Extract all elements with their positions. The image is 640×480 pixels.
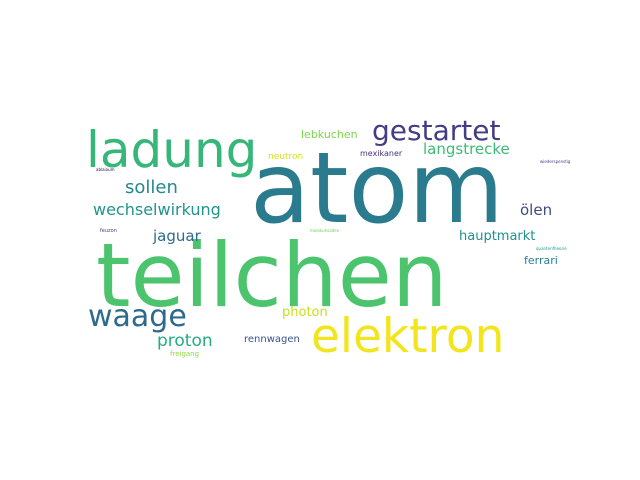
word-elektron: elektron	[311, 309, 505, 364]
word-freigang: freigang	[170, 350, 200, 358]
word-ladung: ladung	[86, 121, 258, 179]
word-rennwagen: rennwagen	[244, 334, 300, 345]
word-neutron: neutron	[268, 152, 304, 162]
word-gestartet: gestartet	[372, 114, 501, 147]
word-waage: waage	[88, 299, 187, 334]
word-feuzon: feuzon	[100, 228, 117, 234]
word-langstrecke: langstrecke	[423, 140, 510, 158]
word-lebkuchen: lebkuchen	[301, 128, 358, 141]
word-atom: atom	[250, 132, 504, 246]
word-jaguar: jaguar	[153, 227, 201, 245]
word-molekuhsaden: molekuhsaden	[310, 228, 340, 233]
word-oelen: ölen	[520, 201, 553, 219]
word-wiederspenstig: wiederspenstig	[540, 159, 571, 164]
word-wechselwirkung: wechselwirkung	[93, 200, 221, 219]
word-ablaiaum: ablaiaum	[96, 167, 115, 172]
word-teilchen: teilchen	[96, 224, 448, 327]
word-photon: photon	[282, 305, 328, 320]
word-hauptmarkt: hauptmarkt	[459, 229, 536, 244]
word-mexikaner: mexikaner	[360, 149, 403, 158]
word-sollen: sollen	[125, 177, 178, 198]
word-quantenfheorie: quantenfheorie	[536, 246, 567, 251]
word-ferrari: ferrari	[524, 254, 558, 267]
word-proton: proton	[157, 331, 213, 351]
